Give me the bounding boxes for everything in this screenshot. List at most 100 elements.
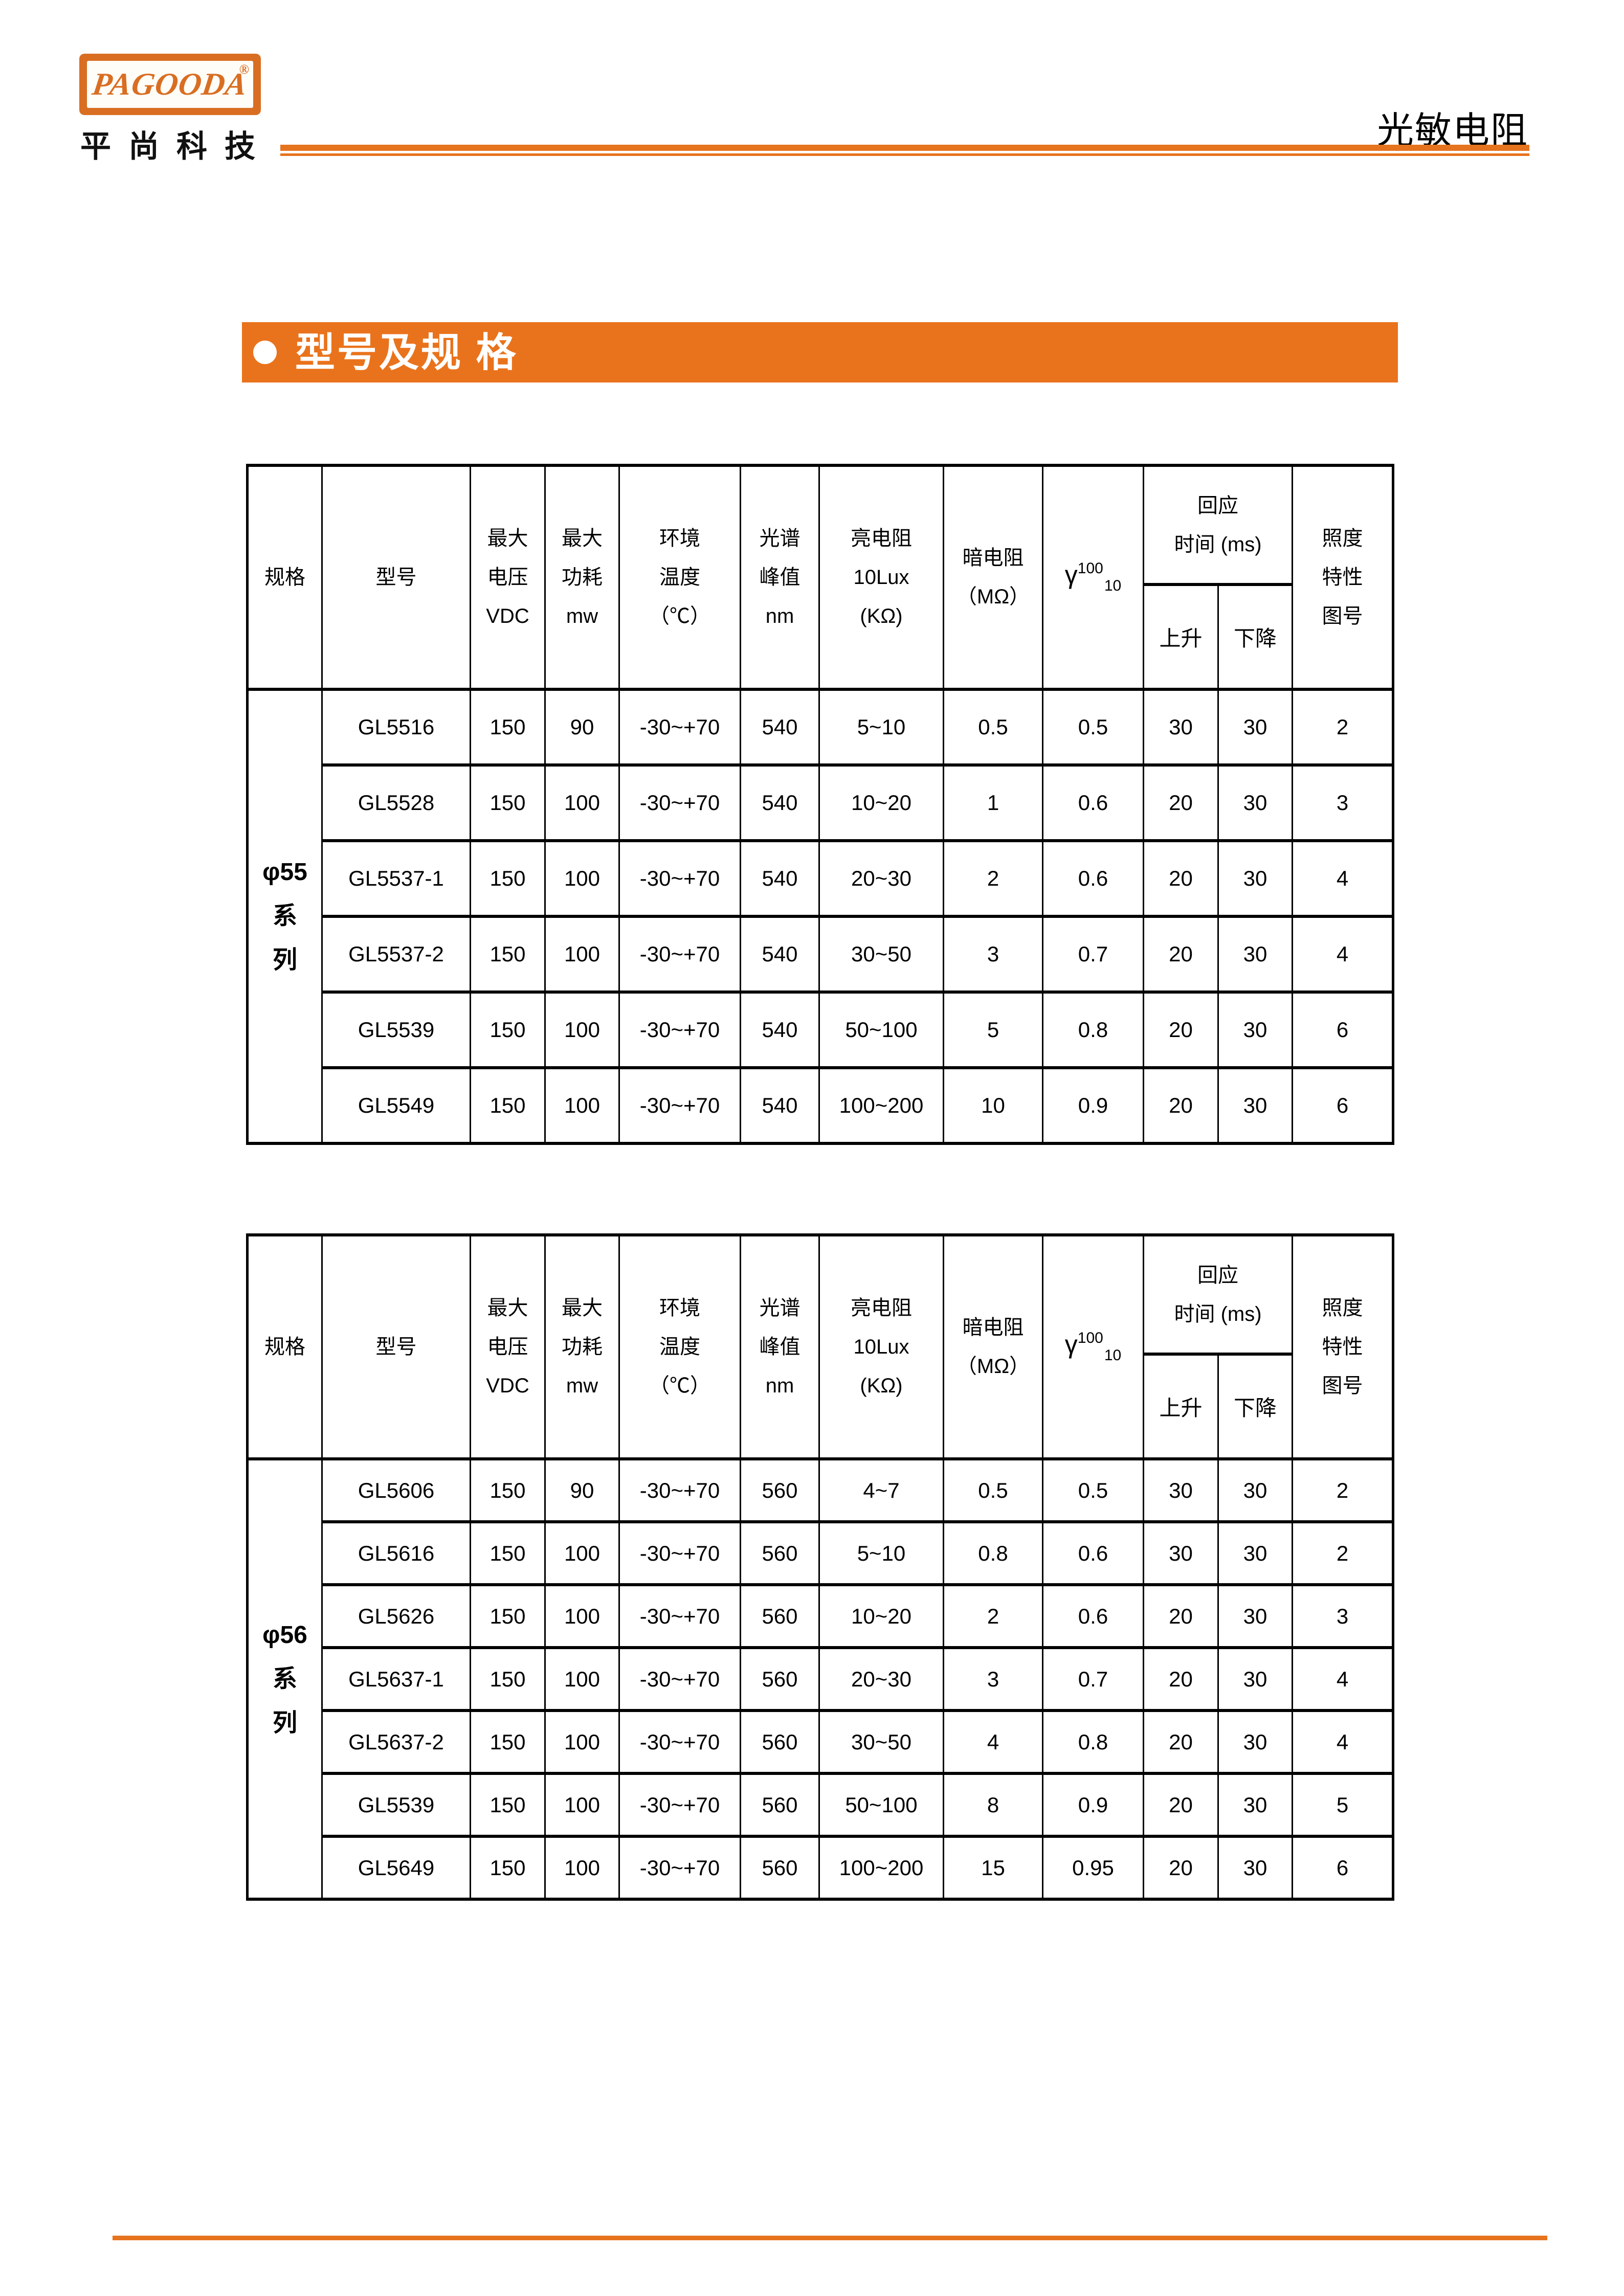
cell-model: GL5537-1 bbox=[321, 839, 471, 918]
table-row: GL5539 150 100 -30~+70 540 50~100 5 0.8 20 30 6 bbox=[248, 991, 1394, 1069]
cell-model: GL5539 bbox=[321, 991, 471, 1069]
col-header-gamma: γ10010 bbox=[1042, 464, 1144, 691]
cell: 8 bbox=[943, 1772, 1043, 1838]
col-header-response-time: 回应 时间 (ms) bbox=[1142, 464, 1294, 586]
cell: 560 bbox=[740, 1457, 820, 1523]
col-header-fall: 下降 bbox=[1217, 583, 1294, 691]
cell: 560 bbox=[740, 1835, 820, 1901]
cell: 3 bbox=[1292, 1583, 1394, 1649]
table-row: GL5649 150 100 -30~+70 560 100~200 15 0.95 20 30 6 bbox=[248, 1835, 1394, 1901]
cell: 3 bbox=[943, 915, 1043, 994]
cell: 150 bbox=[470, 915, 546, 994]
col-header-gamma: γ10010 bbox=[1042, 1233, 1144, 1460]
cell: 4 bbox=[1292, 839, 1394, 918]
table-subheader-row: 上升 下降 bbox=[248, 583, 1393, 691]
col-header-dark-resistance: 暗电阻 （MΩ） bbox=[943, 1233, 1043, 1460]
cell: 540 bbox=[740, 763, 820, 842]
cell: -30~+70 bbox=[618, 763, 741, 842]
cell: 30 bbox=[1217, 1066, 1294, 1145]
cell: 4 bbox=[1292, 1709, 1394, 1775]
cell: 0.7 bbox=[1042, 915, 1144, 994]
cell: 540 bbox=[740, 688, 820, 767]
cell-model: GL5637-2 bbox=[321, 1709, 471, 1775]
cell: -30~+70 bbox=[618, 1066, 741, 1145]
cell: 30 bbox=[1217, 1520, 1294, 1586]
cell: 6 bbox=[1292, 991, 1394, 1069]
cell: 150 bbox=[470, 839, 546, 918]
table-header-row: 规格 型号 最大 电压 VDC 最大 功耗 mw 环境 温度 （℃） 光谱 峰值 nm 亮电阻 1… bbox=[247, 464, 1394, 691]
cell-model: GL5537-2 bbox=[321, 915, 471, 994]
cell: 20 bbox=[1143, 1066, 1219, 1145]
cell: 100 bbox=[544, 991, 620, 1069]
cell: 30 bbox=[1143, 688, 1219, 767]
cell: 540 bbox=[740, 991, 820, 1069]
table-row: GL5537-2 150 100 -30~+70 540 30~50 3 0.7 20 30 4 bbox=[248, 915, 1394, 994]
table-header-row: 规格 型号 最大 电压 VDC 最大 功耗 mw 环境 温度 （℃） 光谱 峰值 nm 亮电阻 1… bbox=[247, 1233, 1394, 1460]
cell: 540 bbox=[740, 915, 820, 994]
col-header-model: 型号 bbox=[321, 464, 471, 691]
cell: 30 bbox=[1217, 1835, 1294, 1901]
cell: 0.9 bbox=[1042, 1066, 1144, 1145]
cell: 30 bbox=[1217, 1772, 1294, 1838]
col-header-spec: 规格 bbox=[247, 1233, 323, 1460]
cell: 0.6 bbox=[1042, 839, 1144, 918]
cell: -30~+70 bbox=[618, 1520, 741, 1586]
cell: -30~+70 bbox=[618, 839, 741, 918]
cell: 6 bbox=[1292, 1835, 1394, 1901]
cell: 30 bbox=[1217, 1583, 1294, 1649]
cell: 20 bbox=[1143, 1835, 1219, 1901]
brand-logo-text: PAGOODA bbox=[90, 67, 250, 102]
cell: 5~10 bbox=[818, 688, 944, 767]
cell: -30~+70 bbox=[618, 688, 741, 767]
cell: -30~+70 bbox=[618, 915, 741, 994]
col-header-spec: 规格 bbox=[247, 464, 323, 691]
cell: 90 bbox=[544, 688, 620, 767]
cell: 0.9 bbox=[1042, 1772, 1144, 1838]
cell: 50~100 bbox=[818, 991, 944, 1069]
cell: 5~10 bbox=[818, 1520, 944, 1586]
cell-model: GL5549 bbox=[321, 1066, 471, 1145]
cell: 30 bbox=[1217, 1709, 1294, 1775]
table-row: GL5626 150 100 -30~+70 560 10~20 2 0.6 20 30 3 bbox=[248, 1583, 1394, 1649]
cell: 100 bbox=[544, 1835, 620, 1901]
cell: 560 bbox=[740, 1646, 820, 1712]
cell: 30 bbox=[1143, 1457, 1219, 1523]
cell: 30 bbox=[1217, 688, 1294, 767]
cell: 0.7 bbox=[1042, 1646, 1144, 1712]
table-row: GL5549 150 100 -30~+70 540 100~200 10 0.9 20 30 6 bbox=[248, 1066, 1394, 1145]
series-label: φ56 系列 bbox=[247, 1457, 323, 1901]
cell: 0.8 bbox=[1042, 1709, 1144, 1775]
cell: 100~200 bbox=[818, 1066, 944, 1145]
cell: 540 bbox=[740, 1066, 820, 1145]
cell: 20 bbox=[1143, 991, 1219, 1069]
table-row: GL5616 150 100 -30~+70 560 5~10 0.8 0.6 30 30 2 bbox=[248, 1520, 1394, 1586]
cell: 0.95 bbox=[1042, 1835, 1144, 1901]
col-header-rise: 上升 bbox=[1143, 1353, 1219, 1460]
cell-model: GL5616 bbox=[321, 1520, 471, 1586]
cell: 0.6 bbox=[1042, 763, 1144, 842]
cell: 150 bbox=[470, 1772, 546, 1838]
registered-trademark-icon: ® bbox=[239, 62, 249, 77]
col-header-max-power: 最大 功耗 mw bbox=[544, 464, 620, 691]
cell: 2 bbox=[943, 839, 1043, 918]
cell: 30~50 bbox=[818, 1709, 944, 1775]
cell: 4 bbox=[1292, 915, 1394, 994]
brand-logo-inner: PAGOODA ® bbox=[85, 59, 255, 109]
cell: 2 bbox=[1292, 1520, 1394, 1586]
cell: 20 bbox=[1143, 1709, 1219, 1775]
brand-logo: PAGOODA ® bbox=[79, 54, 261, 115]
cell: 4 bbox=[943, 1709, 1043, 1775]
cell: 1 bbox=[943, 763, 1043, 842]
cell: 100 bbox=[544, 915, 620, 994]
cell: 3 bbox=[1292, 763, 1394, 842]
cell: 0.5 bbox=[943, 688, 1043, 767]
section-banner: 型号及规 格 bbox=[242, 322, 1398, 382]
cell: 0.5 bbox=[1042, 1457, 1144, 1523]
cell: 150 bbox=[470, 1583, 546, 1649]
cell: -30~+70 bbox=[618, 1583, 741, 1649]
cell: 4 bbox=[1292, 1646, 1394, 1712]
cell: 30 bbox=[1217, 991, 1294, 1069]
cell-model: GL5516 bbox=[321, 688, 471, 767]
spec-table-phi55: 规格 型号 最大 电压 VDC 最大 功耗 mw 环境 温度 （℃） 光谱 峰值 nm 亮电阻 1… bbox=[246, 464, 1395, 1145]
cell: 0.8 bbox=[1042, 991, 1144, 1069]
